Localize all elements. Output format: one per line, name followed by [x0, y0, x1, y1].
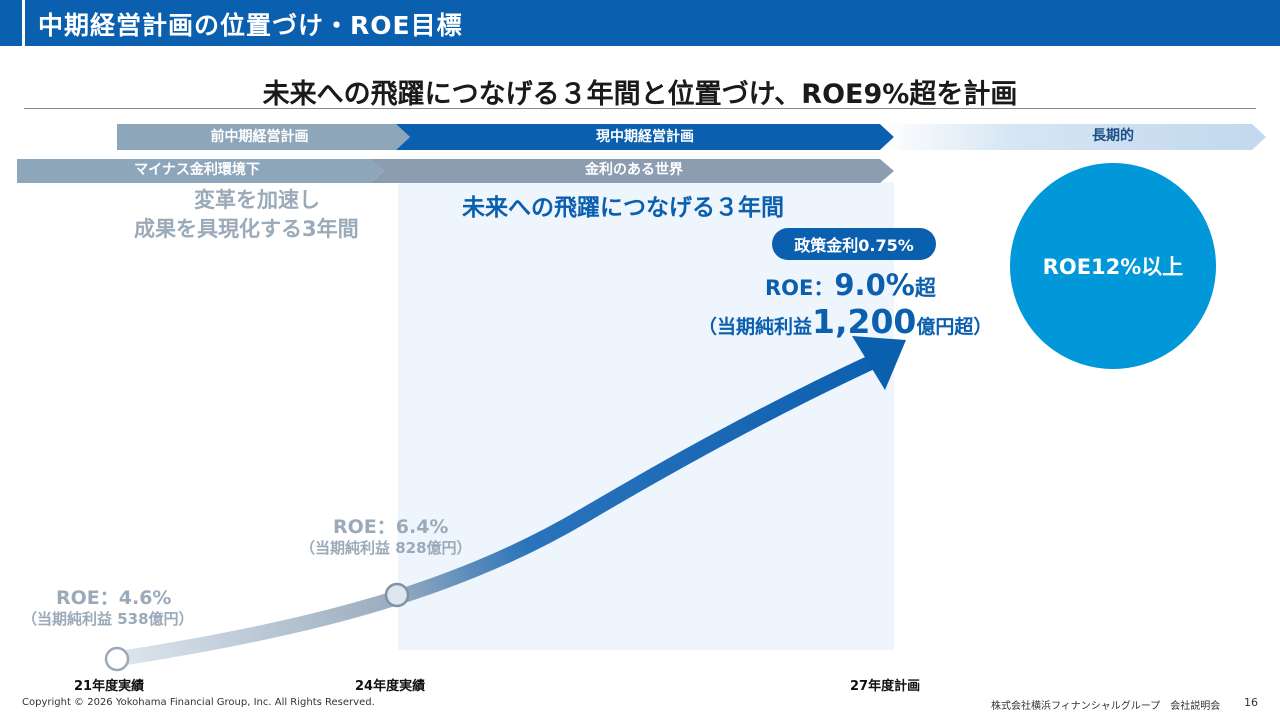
fy27-profit-value: 1,200: [812, 302, 917, 341]
band-long-term: 長期的: [1092, 128, 1134, 144]
band-negative-rate-shape: [17, 159, 384, 183]
fy24-profit: （当期純利益 828億円）: [300, 539, 472, 557]
fy27-roe-suffix: 超: [914, 276, 936, 300]
band-current-plan-shape: [396, 124, 894, 150]
copyright: Copyright © 2026 Yokohama Financial Grou…: [22, 697, 375, 708]
fy27-profit-suffix: 億円超）: [916, 316, 993, 338]
fy27-roe: ROE：9.0%超: [765, 268, 936, 302]
band-current-plan: 現中期経営計画: [596, 129, 694, 145]
band-negative-rate: マイナス金利環境下: [134, 162, 260, 178]
band-prev-plan-shape: [117, 124, 410, 150]
fy27-profit: （当期純利益1,200億円超）: [698, 302, 992, 341]
header-accent: [22, 0, 25, 46]
fy27-roe-value: 9.0%: [834, 268, 915, 302]
band-with-rate: 金利のある世界: [585, 162, 683, 178]
page-title: 中期経営計画の位置づけ・ROE目標: [38, 11, 463, 40]
axis-fy21: 21年度実績: [74, 679, 145, 694]
fy27-profit-prefix: （当期純利益: [698, 316, 813, 338]
period-bands: [17, 124, 1266, 183]
divider: [24, 108, 1256, 109]
current-plan-phrase: 未来への飛躍につなげる３年間: [462, 195, 784, 221]
header-bar: 中期経営計画の位置づけ・ROE目標: [0, 0, 1280, 46]
band-with-rate-shape: [370, 159, 894, 183]
prev-plan-phrase-line2: 成果を具現化する3年間: [134, 217, 359, 241]
band-long-term-shape: [880, 124, 1266, 150]
marker-fy24: [384, 582, 410, 608]
marker-fy21: [104, 646, 130, 672]
growth-arrow-shaft: [115, 355, 876, 667]
policy-rate-badge: 政策金利0.75%: [772, 228, 936, 260]
slide-subtitle: 未来への飛躍につなげる３年間と位置づけ、ROE9%超を計画: [262, 79, 1018, 110]
prev-plan-phrase-line1: 変革を加速し: [194, 188, 320, 212]
band-prev-plan: 前中期経営計画: [210, 129, 309, 145]
fy21-roe: ROE：4.6%: [56, 587, 172, 609]
fy24-roe: ROE：6.4%: [333, 516, 449, 538]
growth-arrow-head: [852, 336, 906, 390]
axis-fy24: 24年度実績: [355, 679, 426, 694]
fy21-profit: （当期純利益 538億円）: [22, 610, 194, 628]
long-term-roe-target: ROE12%以上: [1010, 163, 1216, 369]
page-number: 16: [1244, 696, 1258, 709]
fy27-roe-prefix: ROE：: [765, 276, 835, 300]
axis-fy27: 27年度計画: [850, 679, 921, 694]
footer-company: 株式会社横浜フィナンシャルグループ 会社説明会: [991, 701, 1221, 712]
